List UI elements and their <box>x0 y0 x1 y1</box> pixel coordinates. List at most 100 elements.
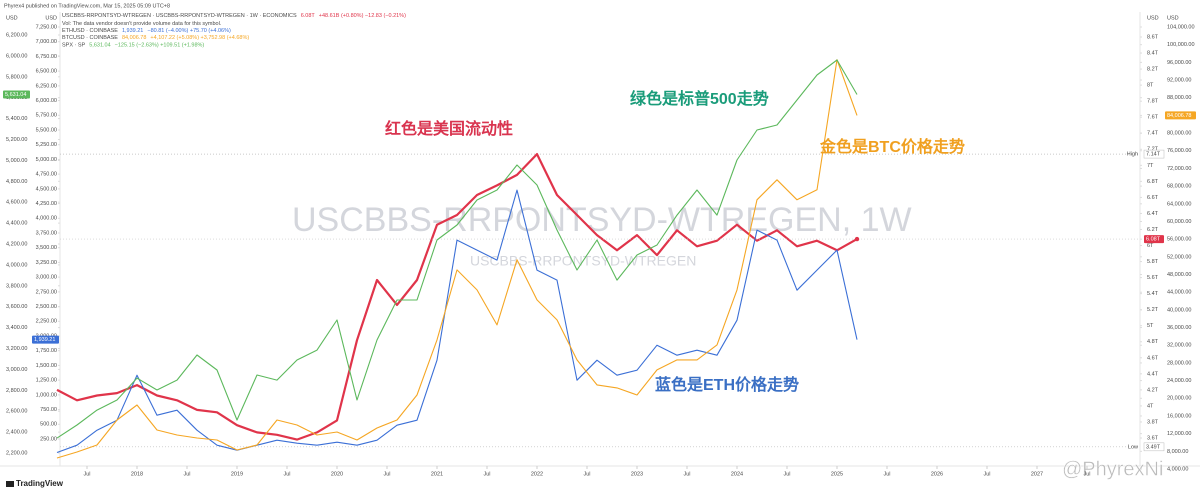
y-tick-label: 6,000.00 <box>36 98 57 104</box>
y-tick-label: 3.6T <box>1147 435 1159 441</box>
y-tick-label: 1,750.00 <box>36 348 57 354</box>
y-tick-label: 4T <box>1147 403 1154 409</box>
y-tick-label: 6,500.00 <box>36 69 57 75</box>
tradingview-logo: TradingView <box>6 479 64 488</box>
y-tick-label: 4,400.00 <box>6 221 27 227</box>
last-value-badge <box>1165 111 1196 120</box>
series-line <box>56 189 858 454</box>
y-tick-label: 2,200.00 <box>6 450 27 456</box>
legend-value: 84,006.78 <box>122 36 146 42</box>
legend-change: −80.81 (−4.00%) +75.70 (+4.06%) <box>147 28 231 34</box>
axis-unit: USD <box>1167 15 1179 21</box>
y-tick-label: 4.6T <box>1147 355 1159 361</box>
y-tick-label: 3,800.00 <box>6 283 27 289</box>
legend-entry: USCBBS-RRPONTSYD-WTREGEN · USCBBS-RRPONT… <box>62 13 406 19</box>
marker-badge <box>1143 149 1165 159</box>
x-tick-label: Jul <box>383 471 390 477</box>
y-tick-label: 24,000.00 <box>1167 378 1191 384</box>
x-tick-label: 2026 <box>931 471 943 477</box>
y-tick-label: 100,000.00 <box>1167 42 1195 48</box>
legend-value: 1,939.21 <box>122 28 143 34</box>
series-line <box>56 59 858 459</box>
y-tick-label: 4,000.00 <box>36 216 57 222</box>
y-tick-label: 4,800.00 <box>6 179 27 185</box>
y-tick-label: 3,200.00 <box>6 346 27 352</box>
y-tick-label: 5,200.00 <box>6 137 27 143</box>
x-tick-label: 2027 <box>1031 471 1043 477</box>
legend-entry: SPX · SP 5,631.04 −125.15 (−2.63%) +109.51… <box>62 43 204 49</box>
y-tick-label: 5.4T <box>1147 291 1159 297</box>
y-tick-label: 1,500.00 <box>36 363 57 369</box>
y-tick-label: 5,800.00 <box>6 74 27 80</box>
legend-name: USCBBS-RRPONTSYD-WTREGEN · USCBBS-RRPONT… <box>62 13 297 19</box>
y-tick-label: 6.4T <box>1147 211 1159 217</box>
series-line <box>56 59 858 439</box>
y-tick-label: 7.8T <box>1147 99 1159 105</box>
x-tick-label: 2019 <box>231 471 243 477</box>
axis-unit: USD <box>45 15 57 21</box>
y-tick-label: 80,000.00 <box>1167 131 1191 137</box>
y-tick-label: 5,000.00 <box>36 157 57 163</box>
y-tick-label: 1,000.00 <box>36 392 57 398</box>
y-tick-label: 72,000.00 <box>1167 166 1191 172</box>
y-tick-label: 12,000.00 <box>1167 431 1191 437</box>
y-tick-label: 500.00 <box>40 422 57 428</box>
annotation: 金色是BTC价格走势 <box>819 137 965 156</box>
y-tick-label: 64,000.00 <box>1167 201 1191 207</box>
legend-name: SPX · SP <box>62 43 86 49</box>
y-tick-label: 40,000.00 <box>1167 307 1191 313</box>
legend-change: −125.15 (−2.63%) +109.51 (+1.98%) <box>115 43 205 49</box>
x-tick-label: Jul <box>483 471 490 477</box>
y-tick-label: 5T <box>1147 323 1154 329</box>
x-tick-label: Jul <box>83 471 90 477</box>
y-tick-label: 5,250.00 <box>36 142 57 148</box>
y-tick-label: 7.2T <box>1147 147 1159 153</box>
y-tick-label: 8.4T <box>1147 50 1159 56</box>
y-tick-label: 8,000.00 <box>1167 449 1188 455</box>
y-tick-label: 4,000.00 <box>6 262 27 268</box>
y-tick-label: 5,400.00 <box>6 116 27 122</box>
x-tick-label: 2020 <box>331 471 343 477</box>
series-line <box>56 153 858 441</box>
y-tick-label: 6T <box>1147 243 1154 249</box>
marker-label: High <box>1127 152 1138 158</box>
x-tick-label: 2018 <box>131 471 143 477</box>
y-tick-label: 3,000.00 <box>36 275 57 281</box>
marker-value: 3.49T <box>1146 444 1161 450</box>
annotation: 蓝色是ETH价格走势 <box>655 375 799 394</box>
marker-value: 7.14T <box>1146 152 1161 158</box>
axis-unit: USD <box>6 15 18 21</box>
y-tick-label: 3,400.00 <box>6 325 27 331</box>
y-tick-label: 4,200.00 <box>6 241 27 247</box>
y-tick-label: 52,000.00 <box>1167 254 1191 260</box>
y-tick-label: 5.6T <box>1147 275 1159 281</box>
y-tick-label: 5.8T <box>1147 259 1159 265</box>
y-tick-label: 7T <box>1147 163 1154 169</box>
y-tick-label: 7,000.00 <box>36 39 57 45</box>
x-tick-label: 2022 <box>531 471 543 477</box>
y-tick-label: 5,750.00 <box>36 113 57 119</box>
y-tick-label: 76,000.00 <box>1167 148 1191 154</box>
last-value-badge <box>32 335 59 344</box>
legend-name: ETHUSD · COINBASE <box>62 28 118 34</box>
y-tick-label: 88,000.00 <box>1167 95 1191 101</box>
y-tick-label: 6,200.00 <box>6 32 27 38</box>
last-value-label: 6.08T <box>1146 237 1161 243</box>
y-tick-label: 36,000.00 <box>1167 325 1191 331</box>
y-tick-label: 4.4T <box>1147 371 1159 377</box>
x-tick-label: Jul <box>583 471 590 477</box>
last-point <box>854 236 860 242</box>
y-tick-label: 96,000.00 <box>1167 60 1191 66</box>
legend-value: 5,631.04 <box>89 43 110 49</box>
legend-note: Vol: The data vendor doesn't provide vol… <box>62 21 222 27</box>
y-tick-label: 750.00 <box>40 407 57 413</box>
logo-icon <box>6 481 14 487</box>
legend-value: 6.08T <box>301 13 316 19</box>
y-tick-label: 4,500.00 <box>36 186 57 192</box>
y-tick-label: 7.4T <box>1147 131 1159 137</box>
y-tick-label: 3,750.00 <box>36 230 57 236</box>
y-tick-label: 6,750.00 <box>36 54 57 60</box>
legend-entry: ETHUSD · COINBASE 1,939.21 −80.81 (−4.00%)… <box>62 28 231 34</box>
legend-change: +48.61B (+0.80%) −12.83 (−0.21%) <box>319 13 406 19</box>
last-value-label: 5,631.04 <box>5 92 26 98</box>
